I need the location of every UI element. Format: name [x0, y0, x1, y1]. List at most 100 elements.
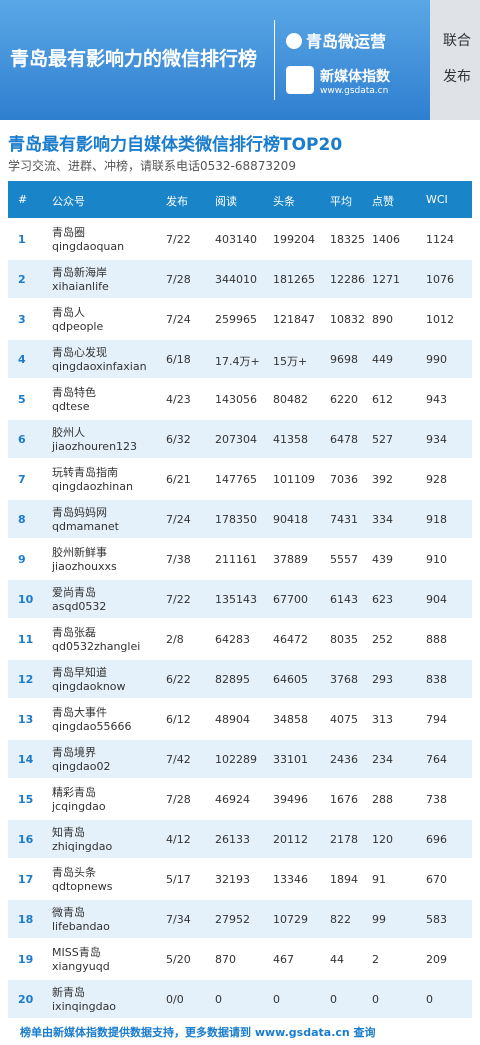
account-id: qingdao02 — [52, 760, 111, 773]
cell-value: 0 — [273, 993, 280, 1006]
rank: 16 — [18, 833, 34, 846]
cell-value: 99 — [372, 913, 386, 926]
account-name: 微青岛 — [52, 906, 85, 919]
cell-value: 7/34 — [166, 913, 191, 926]
rank: 15 — [18, 793, 34, 806]
cell-value: 199204 — [273, 233, 315, 246]
row-bg — [8, 780, 472, 818]
cell-value: 6/12 — [166, 713, 191, 726]
cell-value: 46924 — [215, 793, 250, 806]
brand2-url: www.gsdata.cn — [320, 86, 389, 96]
cell-value: 870 — [215, 953, 236, 966]
column-header: 平均 — [330, 195, 352, 208]
row-bg — [8, 860, 472, 898]
cell-value: 20112 — [273, 833, 308, 846]
cell-value: 120 — [372, 833, 393, 846]
account-id: qdmamanet — [52, 520, 119, 533]
row-bg — [8, 460, 472, 498]
divider — [274, 20, 275, 100]
rank: 17 — [18, 873, 34, 886]
cell-value: 764 — [426, 753, 447, 766]
rank: 3 — [18, 313, 26, 326]
cell-value: 10729 — [273, 913, 308, 926]
side-line: 发布 — [443, 69, 471, 85]
cell-value: 48904 — [215, 713, 250, 726]
cell-value: 439 — [372, 553, 393, 566]
rank: 7 — [18, 473, 26, 486]
cell-value: 9698 — [330, 353, 358, 366]
cell-value: 207304 — [215, 433, 257, 446]
cell-value: 7/28 — [166, 793, 191, 806]
row-bg — [8, 380, 472, 418]
cell-value: 6478 — [330, 433, 358, 446]
cell-value: 1012 — [426, 313, 454, 326]
account-name: 胶州人 — [52, 426, 85, 439]
cell-value: 90418 — [273, 513, 308, 526]
heading-subtitle: 学习交流、进群、冲榜，请联系电话0532-68873209 — [8, 159, 296, 173]
row-bg — [8, 740, 472, 778]
cell-value: 583 — [426, 913, 447, 926]
rank: 20 — [18, 993, 34, 1006]
cell-value: 6/22 — [166, 673, 191, 686]
cell-value: 17.4万+ — [215, 355, 260, 368]
account-id: zhiqingdao — [52, 840, 113, 853]
account-name: 胶州新鲜事 — [52, 546, 107, 559]
cell-value: 37889 — [273, 553, 308, 566]
cell-value: 0/0 — [166, 993, 184, 1006]
brand2-icon — [286, 66, 314, 94]
cell-value: 178350 — [215, 513, 257, 526]
cell-value: 27952 — [215, 913, 250, 926]
cell-value: 623 — [372, 593, 393, 606]
rank: 19 — [18, 953, 34, 966]
account-name: 青岛境界 — [52, 746, 96, 759]
row-bg — [8, 340, 472, 378]
row-bg — [8, 300, 472, 338]
cell-value: 0 — [215, 993, 222, 1006]
cell-value: 7431 — [330, 513, 358, 526]
cell-value: 12286 — [330, 273, 365, 286]
cell-value: 1271 — [372, 273, 400, 286]
account-name: 青岛早知道 — [52, 666, 107, 679]
account-id: qingdaoknow — [52, 680, 126, 693]
account-name: 青岛心发现 — [52, 346, 107, 359]
column-header: 发布 — [166, 195, 188, 208]
cell-value: 6143 — [330, 593, 358, 606]
cell-value: 259965 — [215, 313, 257, 326]
account-name: 青岛大事件 — [52, 706, 107, 719]
rank: 18 — [18, 913, 34, 926]
cell-value: 1894 — [330, 873, 358, 886]
rank: 10 — [18, 593, 34, 606]
account-id: qdtopnews — [52, 880, 113, 893]
cell-value: 1406 — [372, 233, 400, 246]
rank: 9 — [18, 553, 26, 566]
cell-value: 32193 — [215, 873, 250, 886]
cell-value: 7/42 — [166, 753, 191, 766]
cell-value: 143056 — [215, 393, 257, 406]
cell-value: 890 — [372, 313, 393, 326]
row-bg — [8, 260, 472, 298]
table: # 公众号 发布 阅读 头条 平均 点赞 WCI 1 青岛圈 qingdaoquan 7/22 4031… — [8, 181, 472, 1021]
cell-value: 0 — [426, 993, 433, 1006]
account-name: 知青岛 — [52, 826, 85, 839]
cell-value: 7/22 — [166, 593, 191, 606]
cell-value: 794 — [426, 713, 447, 726]
rank: 6 — [18, 433, 26, 446]
cell-value: 738 — [426, 793, 447, 806]
cell-value: 8035 — [330, 633, 358, 646]
cell-value: 467 — [273, 953, 294, 966]
account-id: xihaianlife — [52, 280, 109, 293]
account-id: qingdao55666 — [52, 720, 132, 733]
cell-value: 612 — [372, 393, 393, 406]
account-name: 青岛新海岸 — [52, 266, 107, 279]
cell-value: 334 — [372, 513, 393, 526]
cell-value: 46472 — [273, 633, 308, 646]
column-header: 阅读 — [215, 195, 237, 208]
account-id: qdpeople — [52, 320, 104, 333]
column-header: 头条 — [273, 195, 295, 208]
cell-value: 918 — [426, 513, 447, 526]
footer: 榜单由新媒体指数提供数据支持，更多数据请到 www.gsdata.cn 查询 — [20, 1026, 376, 1039]
cell-value: 7/38 — [166, 553, 191, 566]
cell-value: 82895 — [215, 673, 250, 686]
cell-value: 313 — [372, 713, 393, 726]
cell-value: 181265 — [273, 273, 315, 286]
